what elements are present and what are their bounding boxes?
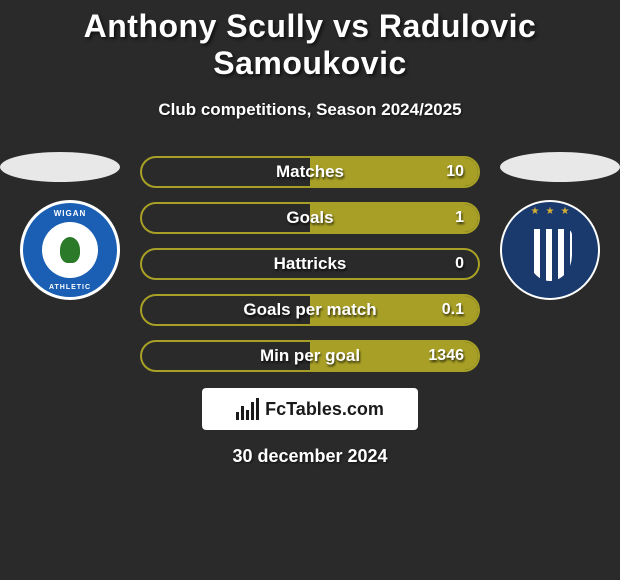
club-logo-left: WIGAN ATHLETIC [20,200,120,300]
date-label: 30 december 2024 [0,446,620,467]
comparison-area: WIGAN ATHLETIC ★★★ Matches 10 Goals 1 Hattri… [0,152,620,372]
stat-label: Hattricks [274,254,347,274]
stat-label: Goals per match [243,300,376,320]
player-avatar-left [0,152,120,182]
stripes-badge-icon [528,229,572,281]
stat-value-right: 0.1 [442,301,464,319]
brand-logo: FcTables.com [202,388,418,430]
bar-chart-icon [236,398,259,420]
club-left-name: WIGAN [54,209,87,218]
stat-value-right: 1346 [428,347,464,365]
tree-icon [60,237,80,263]
stat-row: Hattricks 0 [140,248,480,280]
stars-icon: ★★★ [531,206,570,217]
brand-text: FcTables.com [265,399,384,420]
player-avatar-right [500,152,620,182]
stat-value-right: 10 [446,163,464,181]
bar-fill-right [310,204,478,232]
stat-label: Matches [276,162,344,182]
page-title: Anthony Scully vs Radulovic Samoukovic [0,0,620,82]
stat-row: Goals per match 0.1 [140,294,480,326]
stat-row: Goals 1 [140,202,480,234]
stat-row: Matches 10 [140,156,480,188]
stat-label: Goals [286,208,333,228]
club-logo-right: ★★★ [500,200,600,300]
club-left-subname: ATHLETIC [49,284,91,291]
subtitle: Club competitions, Season 2024/2025 [0,100,620,120]
stat-row: Min per goal 1346 [140,340,480,372]
stat-bars: Matches 10 Goals 1 Hattricks 0 Goals per match… [140,156,480,386]
stat-label: Min per goal [260,346,360,366]
stat-value-right: 1 [455,209,464,227]
stat-value-right: 0 [455,255,464,273]
